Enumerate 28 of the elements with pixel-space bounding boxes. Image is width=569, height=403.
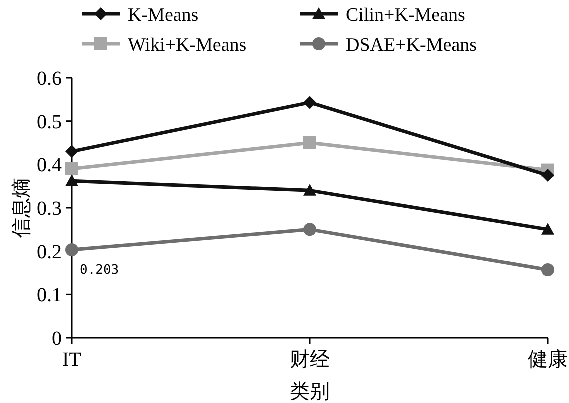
x-tick-label: IT xyxy=(62,349,82,371)
x-tick-label: 健康 xyxy=(528,349,568,371)
legend-label: DSAE+K-Means xyxy=(346,35,478,56)
y-tick-label: 0.3 xyxy=(37,198,62,220)
point xyxy=(542,223,554,235)
point xyxy=(66,174,78,186)
legend-label: Wiki+K-Means xyxy=(128,35,247,56)
legend-label: K-Means xyxy=(128,5,199,26)
point xyxy=(66,145,78,158)
y-tick-label: 0 xyxy=(52,328,62,350)
x-tick-label: 财经 xyxy=(290,349,330,371)
annotation: 0.203 xyxy=(80,263,120,278)
point xyxy=(304,184,316,196)
legend-label: Cilin+K-Means xyxy=(346,5,466,26)
y-tick-label: 0.5 xyxy=(37,111,62,134)
point xyxy=(66,244,78,257)
y-tick-label: 0.4 xyxy=(37,154,62,177)
point xyxy=(304,223,316,236)
y-tick-label: 0.6 xyxy=(37,68,62,90)
x-axis-title: 类别 xyxy=(290,381,330,403)
point xyxy=(542,169,554,182)
y-tick-label: 0.2 xyxy=(37,241,62,264)
point xyxy=(542,263,554,276)
y-axis-title: 信息熵 xyxy=(11,178,33,238)
point xyxy=(304,136,316,150)
point xyxy=(304,96,316,110)
y-tick-label: 0.1 xyxy=(37,284,62,307)
point xyxy=(66,162,78,176)
